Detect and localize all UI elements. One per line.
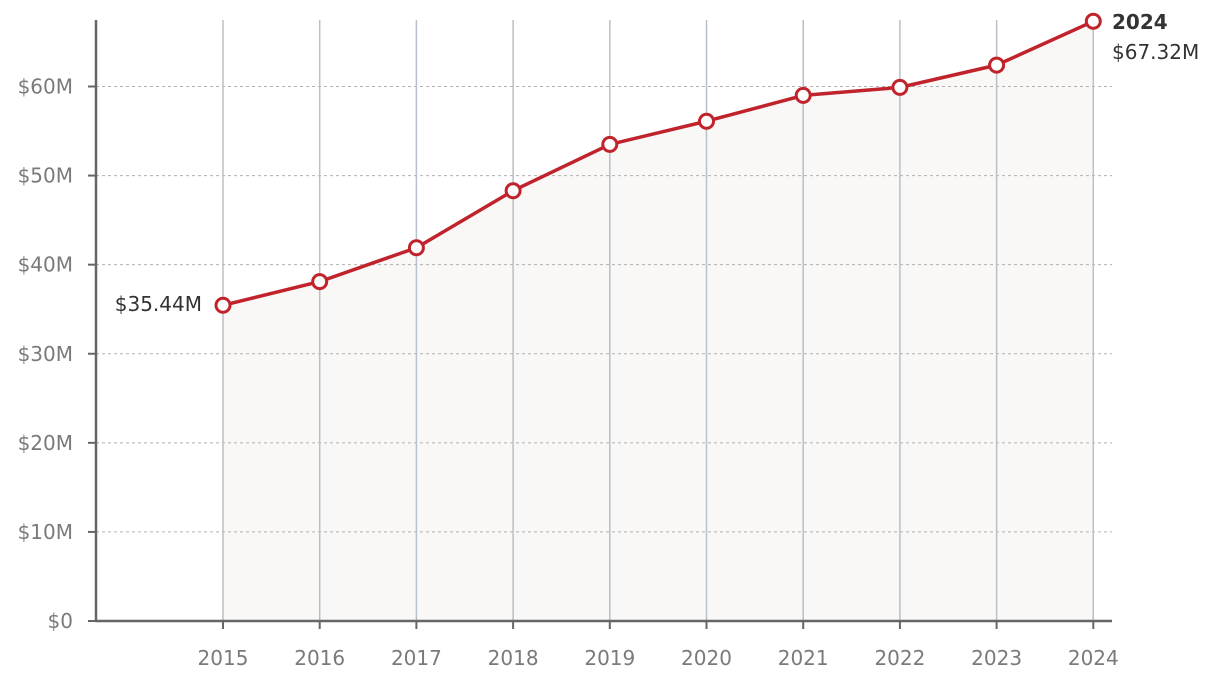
x-tick-label: 2019 bbox=[584, 646, 635, 670]
x-tick-labels: 2015 2016 2017 2018 2019 2020 2021 2022 2023 2024 bbox=[198, 646, 1119, 670]
y-tick-label: $0 bbox=[48, 609, 73, 633]
data-point bbox=[891, 78, 909, 96]
data-point bbox=[794, 86, 812, 104]
y-tick-label: $40M bbox=[18, 253, 73, 277]
data-point bbox=[601, 135, 619, 153]
vertical-gridlines bbox=[222, 20, 1095, 621]
y-tick-label: $50M bbox=[18, 164, 73, 188]
axes bbox=[88, 20, 1112, 629]
x-tick-label: 2021 bbox=[778, 646, 829, 670]
y-tick-label: $10M bbox=[18, 520, 73, 544]
annotation-labels: $35.44M 2024 $67.32M bbox=[115, 10, 1200, 316]
y-tick-label: $60M bbox=[18, 75, 73, 99]
area-fill bbox=[223, 21, 1094, 621]
y-tick-label: $30M bbox=[18, 342, 73, 366]
x-tick-label: 2016 bbox=[294, 646, 345, 670]
x-tick-label: 2018 bbox=[488, 646, 539, 670]
series-line bbox=[221, 19, 1096, 308]
x-tick-label: 2017 bbox=[391, 646, 442, 670]
end-value-label: $67.32M bbox=[1112, 40, 1199, 64]
data-point bbox=[1084, 12, 1102, 30]
data-point bbox=[407, 239, 425, 257]
x-tick-label: 2023 bbox=[971, 646, 1022, 670]
x-tick-label: 2024 bbox=[1068, 646, 1119, 670]
data-point bbox=[214, 296, 232, 314]
series-line-layer bbox=[221, 19, 1096, 308]
y-tick-labels: $0 $10M $20M $30M $40M $50M $60M bbox=[18, 75, 73, 634]
x-tick-label: 2022 bbox=[874, 646, 925, 670]
x-tick-label: 2020 bbox=[681, 646, 732, 670]
area-fill-layer bbox=[223, 21, 1094, 621]
horizontal-gridlines bbox=[96, 86, 1112, 533]
y-tick-label: $20M bbox=[18, 431, 73, 455]
end-year-label: 2024 bbox=[1112, 10, 1168, 34]
start-value-label: $35.44M bbox=[115, 292, 202, 316]
data-point bbox=[988, 56, 1006, 74]
data-point bbox=[311, 273, 329, 291]
data-points bbox=[214, 12, 1102, 314]
x-tick-label: 2015 bbox=[198, 646, 249, 670]
data-point bbox=[504, 182, 522, 200]
data-point bbox=[698, 112, 715, 130]
